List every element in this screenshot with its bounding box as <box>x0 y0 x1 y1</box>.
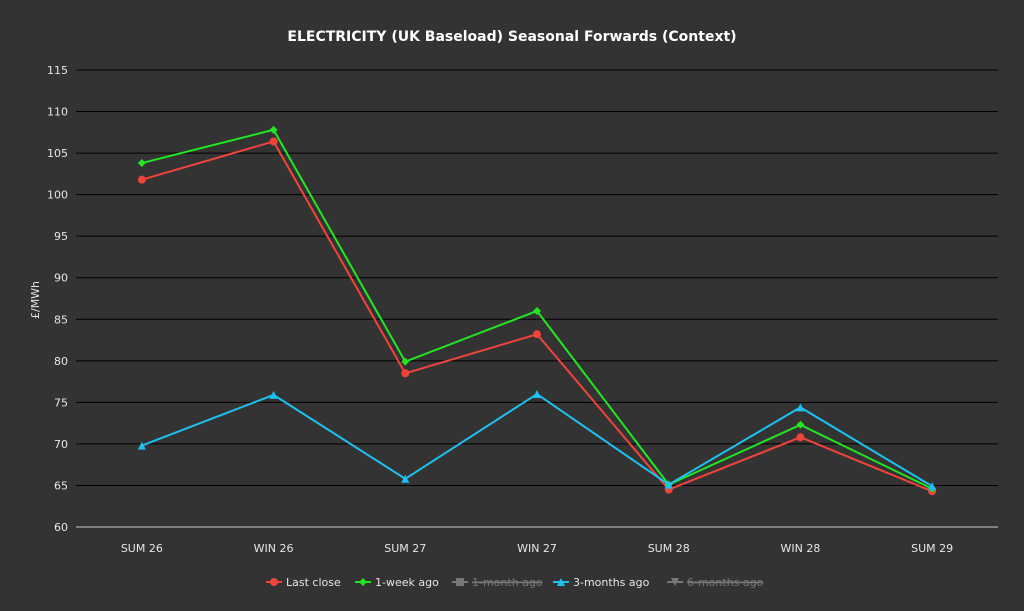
legend-item-1-month-ago[interactable]: 1-month ago <box>452 576 543 589</box>
legend-label: 1-week ago <box>375 576 439 589</box>
data-point-1-week-ago <box>796 420 805 429</box>
data-point-3-months-ago <box>664 480 673 489</box>
legend-marker-icon <box>270 578 278 586</box>
x-tick-label: WIN 26 <box>254 542 294 555</box>
y-tick-label: 90 <box>54 272 68 285</box>
y-tick-label: 75 <box>54 396 68 409</box>
data-point-last-close <box>533 330 541 339</box>
legend-label: 3-months ago <box>573 576 650 589</box>
y-tick-label: 70 <box>54 438 68 451</box>
data-point-3-months-ago <box>533 390 541 399</box>
series-line-3-months-ago <box>141 392 933 488</box>
data-point-1-week-ago <box>137 159 146 168</box>
legend-label: Last close <box>286 576 341 589</box>
data-point-3-months-ago <box>137 441 146 450</box>
data-point-1-week-ago <box>269 125 278 134</box>
x-tick-label: SUM 29 <box>911 542 953 555</box>
x-tick-label: SUM 28 <box>648 542 690 555</box>
y-tick-label: 65 <box>54 479 68 492</box>
series-line-last-close <box>141 140 933 493</box>
data-point-1-week-ago <box>533 306 541 315</box>
legend-item-last-close[interactable]: Last close <box>266 576 341 589</box>
y-tick-label: 95 <box>54 230 68 243</box>
legend-marker-icon <box>359 578 367 586</box>
y-tick-label: 105 <box>47 147 68 160</box>
y-tick-label: 100 <box>47 189 68 202</box>
data-point-1-week-ago <box>401 357 410 366</box>
y-tick-label: 85 <box>54 313 68 326</box>
data-point-last-close <box>796 433 805 442</box>
legend-item-3-months-ago[interactable]: 3-months ago <box>553 576 650 589</box>
legend-marker-icon <box>671 578 679 586</box>
x-tick-label: SUM 26 <box>121 542 163 555</box>
data-point-last-close <box>401 369 410 378</box>
y-tick-label: 80 <box>54 355 68 368</box>
legend-marker-icon <box>557 578 565 586</box>
x-tick-label: WIN 27 <box>517 542 557 555</box>
y-tick-label: 110 <box>47 106 68 119</box>
x-tick-label: SUM 27 <box>384 542 426 555</box>
legend-item-1-week-ago[interactable]: 1-week ago <box>355 576 439 589</box>
data-point-3-months-ago <box>401 474 410 483</box>
data-point-3-months-ago <box>269 390 278 399</box>
y-axis-label: £/MWh <box>29 281 42 319</box>
data-point-3-months-ago <box>796 403 805 412</box>
legend-marker-icon <box>456 578 464 586</box>
data-point-3-months-ago <box>928 482 937 491</box>
data-point-last-close <box>269 137 278 146</box>
x-tick-label: WIN 28 <box>781 542 821 555</box>
y-tick-label: 60 <box>54 521 68 534</box>
chart-title: ELECTRICITY (UK Baseload) Seasonal Forwa… <box>287 29 736 45</box>
y-tick-label: 115 <box>47 64 68 77</box>
data-point-last-close <box>137 175 146 184</box>
legend-item-6-months-ago[interactable]: 6-months ago <box>667 576 764 589</box>
